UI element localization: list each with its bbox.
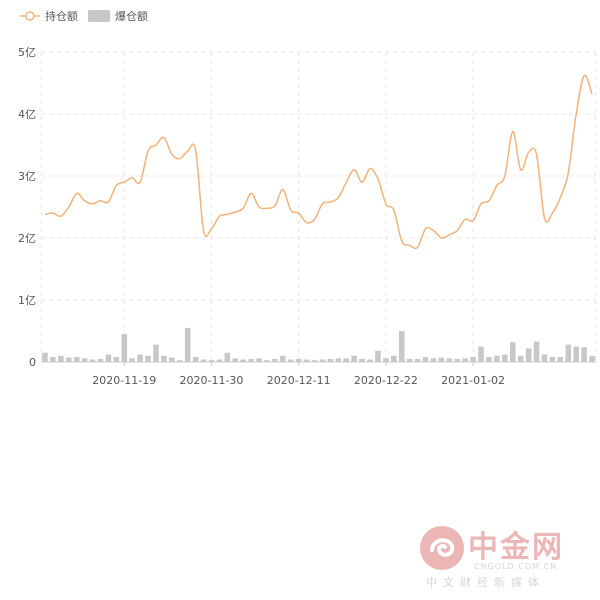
bar (50, 357, 56, 362)
bar (240, 359, 246, 362)
bar (581, 347, 587, 362)
bar (438, 357, 445, 362)
bar (533, 341, 540, 362)
bar (470, 357, 476, 362)
bar (295, 358, 302, 362)
bar (137, 354, 143, 362)
bar (462, 358, 468, 362)
bar (97, 358, 104, 362)
bar (232, 358, 239, 362)
bar (367, 359, 373, 362)
bar (391, 355, 397, 362)
legend[interactable]: 持仓额 爆仓额 (20, 9, 148, 23)
x-axis: 2020-11-19 2020-11-30 2020-12-11 2020-12-22… (92, 362, 505, 387)
bar (383, 358, 389, 362)
bar (422, 357, 429, 362)
x-tick-label: 2020-11-19 (92, 374, 156, 387)
bar (161, 355, 167, 362)
bar (129, 358, 135, 362)
bar (343, 358, 350, 362)
bar (494, 355, 500, 362)
bar (573, 346, 579, 362)
bar (176, 360, 183, 362)
bar (65, 357, 72, 362)
bar (319, 359, 326, 362)
bar (89, 359, 96, 362)
bar (359, 358, 365, 362)
bar (478, 346, 484, 362)
legend-bar-icon (88, 10, 110, 22)
x-tick-label: 2021-01-02 (441, 374, 505, 387)
bar (517, 355, 524, 362)
bar (184, 327, 191, 362)
legend-item-line[interactable]: 持仓额 (20, 9, 78, 23)
bar (42, 352, 48, 362)
bar (549, 357, 556, 362)
bar (153, 344, 159, 362)
y-tick-label: 0 (29, 356, 36, 369)
bar (121, 334, 128, 362)
bar (145, 355, 151, 362)
y-tick-label: 3亿 (18, 170, 36, 183)
grid (41, 51, 596, 363)
bar (280, 355, 286, 362)
bar (58, 355, 64, 362)
bar (414, 358, 421, 362)
bar (248, 358, 254, 362)
y-tick-label: 4亿 (18, 108, 36, 121)
bar (502, 354, 508, 362)
bar (303, 359, 310, 362)
watermark-title: 中金网 (468, 530, 564, 565)
x-tick-label: 2020-12-11 (267, 374, 331, 387)
x-tick-label: 2020-12-22 (354, 374, 418, 387)
bar (73, 357, 80, 362)
bar (113, 357, 120, 362)
bar (327, 358, 334, 362)
bar (398, 331, 405, 362)
y-tick-label: 5亿 (18, 46, 36, 59)
legend-item-bar[interactable]: 爆仓额 (88, 9, 148, 23)
bar (272, 358, 278, 362)
bar (486, 357, 492, 362)
bar (311, 360, 318, 362)
bar (256, 358, 262, 362)
bar (169, 357, 175, 362)
bar (224, 352, 231, 362)
bar (208, 360, 215, 362)
legend-label-line: 持仓额 (45, 9, 78, 23)
bar (525, 348, 532, 362)
bar (446, 358, 453, 362)
y-tick-label: 1亿 (18, 294, 36, 307)
x-tick-label: 2020-11-30 (179, 374, 243, 387)
cngold-logo-icon (420, 526, 464, 570)
watermark: 中金网 CNGOLD.COM.CN 中文财经新媒体 (416, 522, 586, 592)
bar-series (42, 327, 595, 362)
line-series (44, 74, 593, 250)
bar (335, 358, 342, 362)
bar (81, 358, 88, 362)
bar (557, 357, 564, 362)
bar (565, 344, 572, 362)
y-axis: 0 1亿 2亿 3亿 4亿 5亿 (18, 46, 36, 369)
legend-label-bar: 爆仓额 (115, 9, 148, 23)
bar (287, 359, 294, 362)
bar (375, 350, 381, 362)
bar (200, 359, 207, 362)
bar (430, 358, 437, 362)
bar (351, 355, 357, 362)
bar (541, 354, 548, 362)
bar (589, 355, 595, 362)
bar (105, 354, 112, 362)
bar (216, 359, 223, 362)
legend-circle-icon (25, 11, 35, 21)
bar (509, 342, 516, 362)
y-tick-label: 2亿 (18, 232, 36, 245)
bar (406, 358, 413, 362)
bar (454, 358, 461, 362)
bar (192, 357, 199, 362)
watermark-subtitle: 中文财经新媒体 (426, 576, 545, 589)
bar (264, 360, 270, 362)
watermark-url: CNGOLD.COM.CN (474, 562, 558, 571)
